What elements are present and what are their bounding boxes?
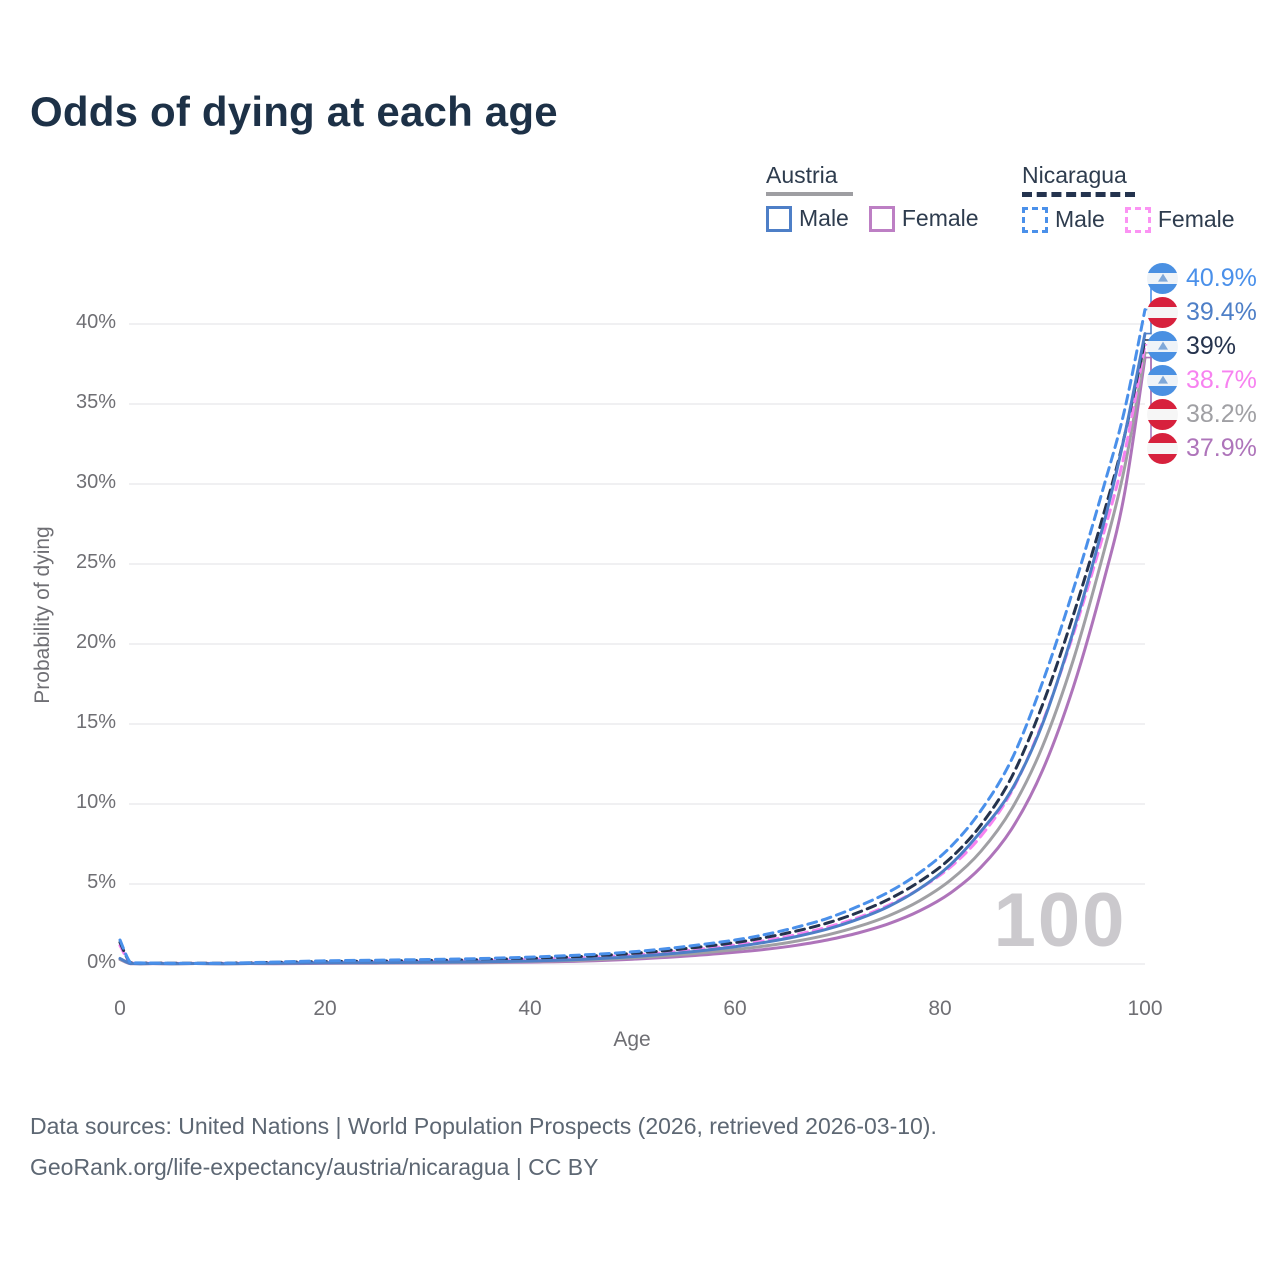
label-connector-nicaragua-male bbox=[1145, 277, 1158, 311]
x-axis-label: Age bbox=[613, 1028, 651, 1051]
series-line-austria-male[interactable] bbox=[118, 332, 1147, 966]
legend-item-nicaragua-female[interactable]: Female bbox=[1124, 206, 1235, 233]
footer-data-sources: Data sources: United Nations | World Pop… bbox=[30, 1113, 937, 1139]
legend-label-austria-female: Female bbox=[901, 205, 979, 231]
nicaragua-dashed-line-key bbox=[1022, 192, 1135, 197]
legend-country-nicaragua[interactable]: Nicaragua bbox=[1022, 162, 1127, 188]
legend-label-austria-male: Male bbox=[799, 205, 849, 231]
nicaragua-female-swatch bbox=[1124, 206, 1151, 233]
austria-male-swatch bbox=[766, 205, 792, 232]
legend-item-austria-male[interactable]: Male bbox=[766, 205, 849, 232]
series-line-nicaragua-female[interactable] bbox=[118, 343, 1147, 965]
footer-attribution[interactable]: GeoRank.org/life-expectancy/austria/nica… bbox=[30, 1154, 599, 1180]
label-connector-austria-female bbox=[1145, 356, 1158, 449]
page-title: Odds of dying at each age bbox=[30, 88, 558, 135]
nicaragua-male-swatch bbox=[1022, 206, 1048, 233]
footer: Data sources: United Nations | World Pop… bbox=[30, 1106, 937, 1188]
label-connector-austria-male bbox=[1145, 311, 1158, 335]
austria-solid-line-key bbox=[766, 192, 853, 196]
legend-group-nicaragua: Nicaragua Male Female bbox=[1022, 162, 1255, 233]
legend-group-austria: Austria Male Female bbox=[766, 162, 999, 232]
legend-country-austria[interactable]: Austria bbox=[766, 162, 838, 188]
series-line-nicaragua-male[interactable] bbox=[118, 308, 1147, 965]
legend-label-nicaragua-male: Male bbox=[1055, 206, 1105, 232]
series-line-austria-female[interactable] bbox=[118, 356, 1147, 966]
series-line-austria-both[interactable] bbox=[118, 351, 1147, 966]
hover-age-watermark: 100 bbox=[994, 878, 1127, 963]
y-axis-label: Probability of dying bbox=[31, 526, 54, 704]
legend-item-nicaragua-male[interactable]: Male bbox=[1022, 206, 1105, 233]
legend-item-austria-female[interactable]: Female bbox=[868, 205, 979, 232]
austria-female-swatch bbox=[868, 205, 895, 232]
legend-label-nicaragua-female: Female bbox=[1157, 206, 1235, 232]
series-line-nicaragua-both[interactable] bbox=[118, 338, 1147, 965]
